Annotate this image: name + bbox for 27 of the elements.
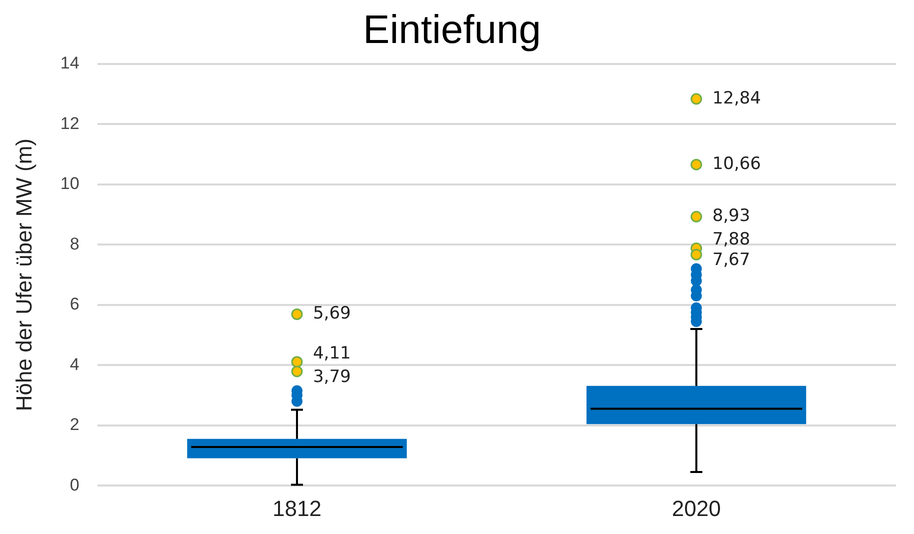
y-axis-title: Höhe der Ufer über MW (m) (11, 138, 36, 412)
point (690, 210, 702, 222)
point (690, 158, 702, 170)
chart-title: Eintiefung (363, 8, 541, 52)
data-label: 4,11 (312, 343, 351, 364)
point (291, 356, 303, 368)
point (690, 248, 702, 260)
data-label: 5,69 (312, 304, 351, 324)
data-label: 7,88 (712, 230, 750, 250)
data-label: 12,84 (712, 88, 761, 108)
data-label: 7,67 (712, 250, 750, 270)
y-tick-label: 6 (70, 294, 80, 314)
y-tick-label: 2 (70, 415, 80, 434)
x-tick-label: 1812 (272, 496, 322, 521)
y-tick-label: 4 (70, 354, 80, 374)
point (291, 366, 303, 378)
y-tick-label: 8 (70, 234, 80, 254)
data-label: 3,79 (312, 366, 351, 387)
point (690, 93, 702, 105)
y-tick-label: 12 (60, 114, 80, 133)
data-label: 8,93 (712, 206, 750, 226)
data-label: 10,66 (712, 154, 761, 174)
y-tick-label: 0 (70, 475, 80, 494)
point (291, 308, 303, 320)
y-tick-label: 10 (60, 174, 80, 194)
y-tick-label: 14 (60, 54, 80, 73)
x-tick-label: 2020 (672, 496, 721, 521)
